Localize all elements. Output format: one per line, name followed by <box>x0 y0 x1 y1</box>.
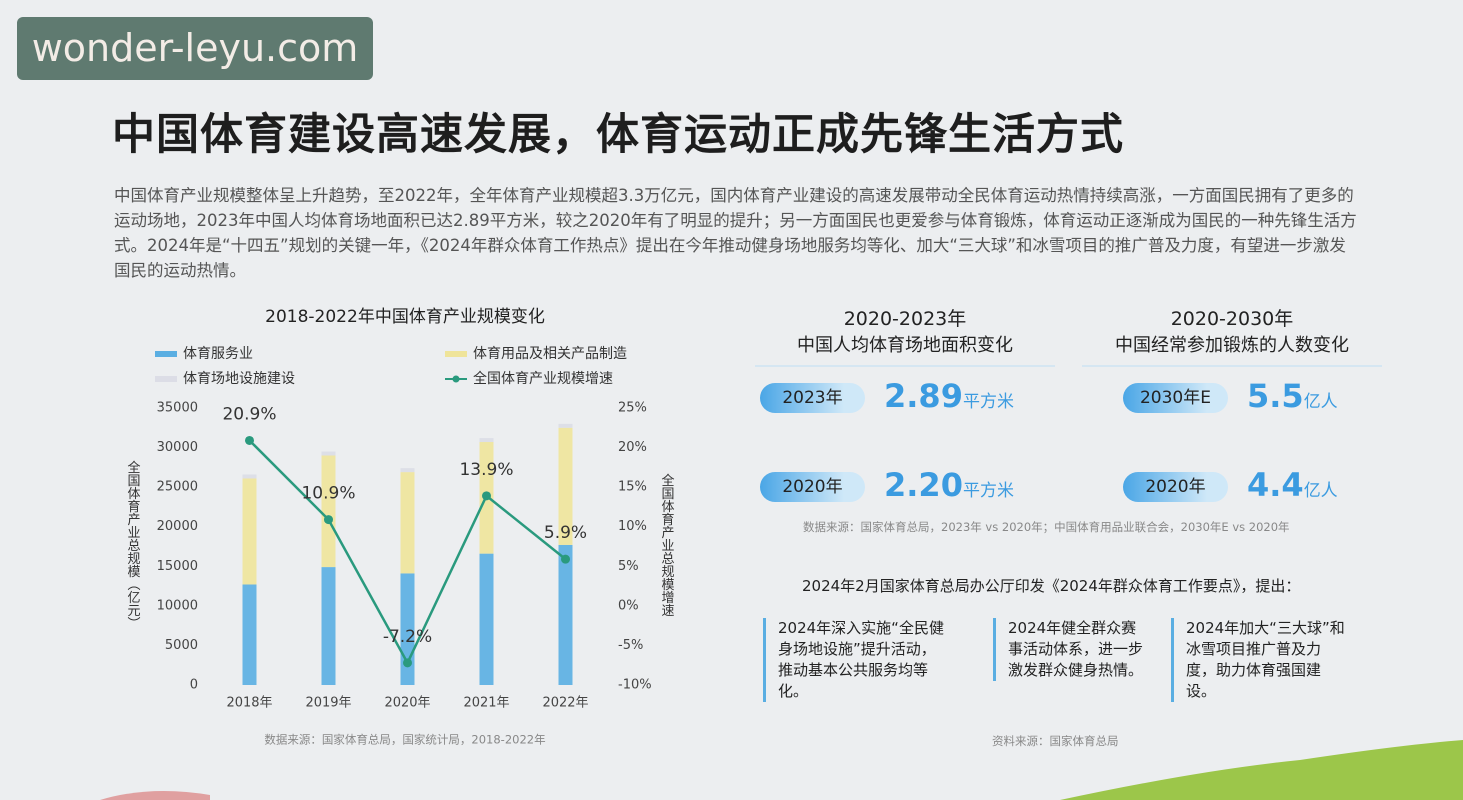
y-tick-label: 20000 <box>157 519 198 534</box>
bar <box>321 567 336 685</box>
stat-value: 5.5亿人 <box>1247 377 1338 415</box>
legend-swatch <box>155 376 177 382</box>
stat-title: 中国人均体育场地面积变化 <box>755 331 1055 367</box>
stat-number: 5.5 <box>1247 377 1304 415</box>
chart: 2018-2022年中国体育产业规模变化 全国体育产业总规模（亿元） 全国体育产… <box>125 307 675 747</box>
point <box>245 435 254 445</box>
data-label: 5.9% <box>544 523 587 543</box>
bar <box>242 474 257 479</box>
data-label: 13.9% <box>459 460 513 480</box>
policy-header: 2024年2月国家体育总局办公厅印发《2024年群众体育工作要点》，提出： <box>802 577 1301 595</box>
stat-label: 2020年 <box>1123 472 1228 502</box>
policy-source: 资料来源：国家体育总局 <box>992 734 1119 748</box>
hill <box>1060 740 1463 800</box>
point <box>561 554 570 564</box>
y-tick-label: 5000 <box>165 638 198 653</box>
y-tick-label: 30000 <box>157 440 198 455</box>
bar <box>479 438 494 443</box>
point <box>324 515 333 525</box>
stat-label: 2023年 <box>760 383 865 413</box>
x-tick-label: 2019年 <box>305 696 351 711</box>
stat-number: 2.20 <box>884 466 963 504</box>
bar <box>400 468 415 473</box>
headline: 中国体育建设高速发展，体育运动正成先锋生活方式 <box>112 110 1124 160</box>
watermark: wonder-leyu.com <box>17 17 373 80</box>
stat-label: 2030年E <box>1123 383 1228 413</box>
y2-tick-label: 0% <box>618 598 639 613</box>
stat-period: 2020-2023年 <box>843 308 967 330</box>
x-tick-label: 2018年 <box>226 696 272 711</box>
bar <box>558 423 573 428</box>
stat-number: 2.89 <box>884 377 963 415</box>
stat-panel: 2020-2023年 中国人均体育场地面积变化 <box>755 304 1055 367</box>
legend-label: 体育用品及相关产品制造 <box>473 346 627 362</box>
policy-item: 2024年健全群众赛事活动体系，进一步激发群众健身热情。 <box>993 618 1148 681</box>
bar <box>479 553 494 685</box>
policy-item: 2024年加大“三大球”和冰雪项目推广普及力度，助力体育强国建设。 <box>1171 618 1346 702</box>
y-tick-label: 15000 <box>157 559 198 574</box>
stat-label: 2020年 <box>760 472 865 502</box>
data-label: 20.9% <box>222 404 276 424</box>
intro: 中国体育产业规模整体呈上升趋势，至2022年，全年体育产业规模超3.3万亿元，国… <box>114 186 1357 280</box>
stat-value: 2.20平方米 <box>884 466 1014 504</box>
y-tick-label: 10000 <box>157 598 198 613</box>
data-label: -7.2% <box>383 627 432 647</box>
bar <box>400 472 415 574</box>
data-label: 10.9% <box>301 484 355 504</box>
y2-tick-label: 10% <box>618 519 647 534</box>
stat-number: 4.4 <box>1247 466 1304 504</box>
stat-title: 中国经常参加锻炼的人数变化 <box>1082 331 1382 367</box>
bar <box>558 427 573 545</box>
bar <box>321 451 336 456</box>
stat-unit: 平方米 <box>962 392 1014 412</box>
y2-tick-label: -5% <box>618 638 643 653</box>
stat-unit: 亿人 <box>1303 481 1338 501</box>
y-tick-label: 0 <box>190 678 198 693</box>
legend-label: 全国体育产业规模增速 <box>473 370 613 387</box>
stats-source: 数据来源：国家体育总局，2023年 vs 2020年；中国体育用品业联合会，20… <box>803 520 1290 534</box>
hill-left <box>100 791 210 800</box>
y2-tick-label: 15% <box>618 480 647 495</box>
legend-swatch <box>155 351 177 357</box>
stat-panel: 2020-2030年 中国经常参加锻炼的人数变化 <box>1082 304 1382 367</box>
x-tick-label: 2021年 <box>463 696 509 711</box>
bar <box>242 478 257 585</box>
policy-item: 2024年深入实施“全民健身场地设施”提升活动，推动基本公共服务均等化。 <box>763 618 948 702</box>
bar <box>321 455 336 568</box>
legend-swatch <box>445 351 467 357</box>
y2-tick-label: 20% <box>618 440 647 455</box>
legend-label: 体育场地设施建设 <box>183 371 295 387</box>
point <box>403 658 412 668</box>
y-tick-label: 25000 <box>157 480 198 495</box>
bar <box>242 584 257 685</box>
chart-source: 数据来源：国家体育总局，国家统计局，2018-2022年 <box>264 733 545 747</box>
chart-title: 2018-2022年中国体育产业规模变化 <box>265 307 545 327</box>
x-tick-label: 2020年 <box>384 696 430 711</box>
y2-axis-title: 全国体育产业总规模增速 <box>659 473 675 617</box>
bar <box>558 544 573 685</box>
y-axis-title: 全国体育产业总规模（亿元） <box>125 460 141 630</box>
stat-value: 2.89平方米 <box>884 377 1014 415</box>
y-tick-label: 35000 <box>157 401 198 416</box>
point <box>482 491 491 501</box>
legend-label: 体育服务业 <box>183 346 253 362</box>
stat-unit: 亿人 <box>1303 392 1338 412</box>
y2-tick-label: -10% <box>618 678 652 693</box>
legend-swatch <box>452 375 460 383</box>
y2-tick-label: 5% <box>618 559 639 574</box>
x-tick-label: 2022年 <box>542 696 588 711</box>
stat-period: 2020-2030年 <box>1170 308 1294 330</box>
stat-unit: 平方米 <box>962 481 1014 501</box>
stat-value: 4.4亿人 <box>1247 466 1338 504</box>
y2-tick-label: 25% <box>618 401 647 416</box>
